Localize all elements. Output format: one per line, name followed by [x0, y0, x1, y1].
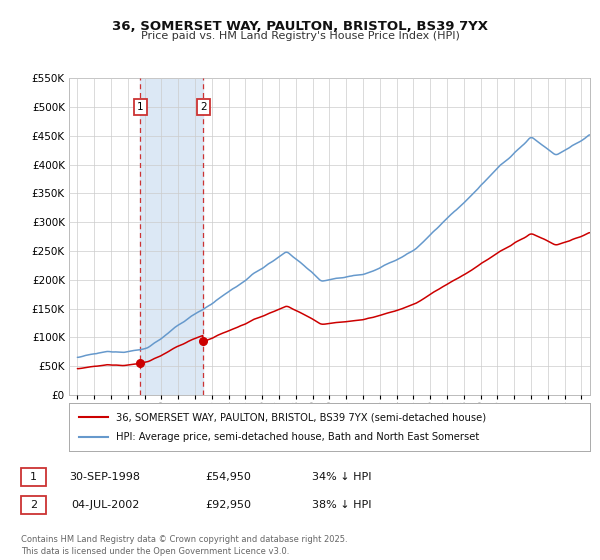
Text: 38% ↓ HPI: 38% ↓ HPI	[312, 500, 372, 510]
Text: 2: 2	[200, 102, 207, 112]
Text: HPI: Average price, semi-detached house, Bath and North East Somerset: HPI: Average price, semi-detached house,…	[116, 432, 479, 442]
Text: Contains HM Land Registry data © Crown copyright and database right 2025.
This d: Contains HM Land Registry data © Crown c…	[21, 535, 347, 556]
Text: 36, SOMERSET WAY, PAULTON, BRISTOL, BS39 7YX: 36, SOMERSET WAY, PAULTON, BRISTOL, BS39…	[112, 20, 488, 32]
Bar	[140, 78, 203, 395]
Text: 36, SOMERSET WAY, PAULTON, BRISTOL, BS39 7YX (semi-detached house): 36, SOMERSET WAY, PAULTON, BRISTOL, BS39…	[116, 413, 486, 422]
Text: 34% ↓ HPI: 34% ↓ HPI	[312, 472, 372, 482]
Text: 2: 2	[30, 500, 37, 510]
Text: 30-SEP-1998: 30-SEP-1998	[70, 472, 140, 482]
Text: 1: 1	[30, 472, 37, 482]
Text: £54,950: £54,950	[205, 472, 251, 482]
Text: Price paid vs. HM Land Registry's House Price Index (HPI): Price paid vs. HM Land Registry's House …	[140, 31, 460, 41]
Text: 04-JUL-2002: 04-JUL-2002	[71, 500, 139, 510]
Text: 1: 1	[137, 102, 144, 112]
Text: £92,950: £92,950	[205, 500, 251, 510]
